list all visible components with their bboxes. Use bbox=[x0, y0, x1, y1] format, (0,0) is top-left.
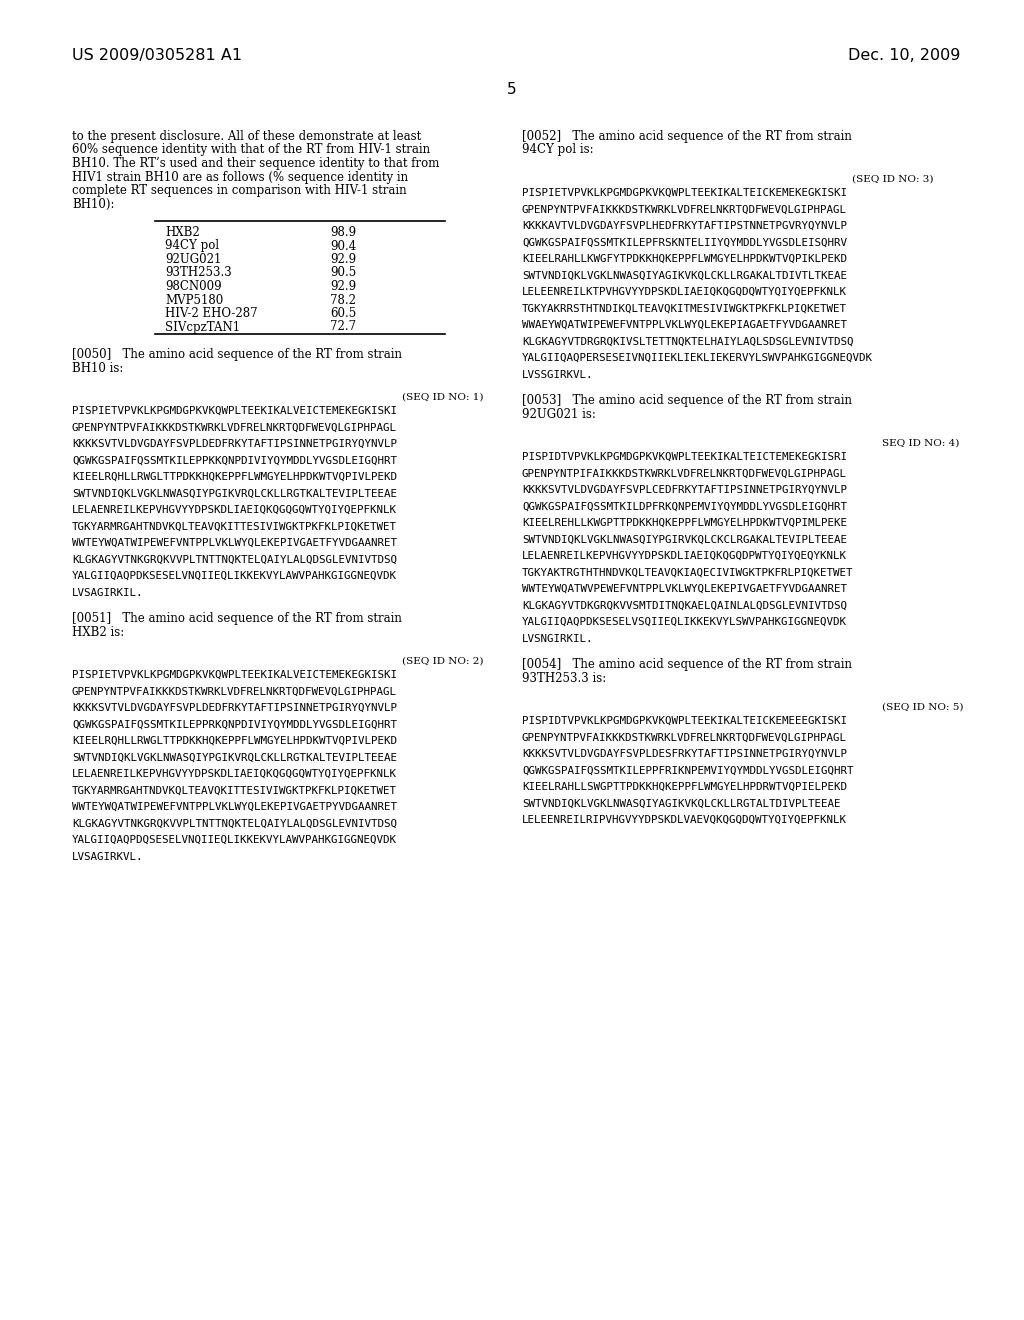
Text: KIEELRAHLLKWGFYTPDKKHQKEPPFLWMGYELHPDKWTVQPIKLPEKD: KIEELRAHLLKWGFYTPDKKHQKEPPFLWMGYELHPDKWT… bbox=[522, 253, 847, 264]
Text: [0053]   The amino acid sequence of the RT from strain: [0053] The amino acid sequence of the RT… bbox=[522, 393, 852, 407]
Text: HIV1 strain BH10 are as follows (% sequence identity in: HIV1 strain BH10 are as follows (% seque… bbox=[72, 170, 409, 183]
Text: KLGKAGYVTDRGRQKIVSLTETTNQKTELHAIYLAQLSDSGLEVNIVTDSQ: KLGKAGYVTDRGRQKIVSLTETTNQKTELHAIYLAQLSDS… bbox=[522, 337, 853, 346]
Text: KKKKAVTVLDVGDAYFSVPLHEDFRKYTAFTIPSTNNETPGVRYQYNVLP: KKKKAVTVLDVGDAYFSVPLHEDFRKYTAFTIPSTNNETP… bbox=[522, 220, 847, 231]
Text: [0054]   The amino acid sequence of the RT from strain: [0054] The amino acid sequence of the RT… bbox=[522, 657, 852, 671]
Text: 93TH253.3 is:: 93TH253.3 is: bbox=[522, 672, 606, 685]
Text: KIEELRQHLLRWGLTTPDKKHQKEPPFLWMGYELHPDKWTVQPIVLPEKD: KIEELRQHLLRWGLTTPDKKHQKEPPFLWMGYELHPDKWT… bbox=[72, 473, 397, 482]
Text: 90.4: 90.4 bbox=[330, 239, 356, 252]
Text: GPENPYNTPVFAIKKKDSTKWRKLVDFRELNKRTQDFWEVQLGIPHPAGL: GPENPYNTPVFAIKKKDSTKWRKLVDFRELNKRTQDFWEV… bbox=[522, 733, 847, 742]
Text: QGWKGSPAIFQSSMTKILEPPRKQNPDIVIYQYMDDLYVGSDLEIGQHRT: QGWKGSPAIFQSSMTKILEPPRKQNPDIVIYQYMDDLYVG… bbox=[72, 719, 397, 730]
Text: 92.9: 92.9 bbox=[330, 280, 356, 293]
Text: SWTVNDIQKLVGKLNWASQIYAGIKVKQLCKLLRGAKALTDIVTLTKEAE: SWTVNDIQKLVGKLNWASQIYAGIKVKQLCKLLRGAKALT… bbox=[522, 271, 847, 281]
Text: KLGKAGYVTDKGRQKVVSMTDITNQKAELQAINLALQDSGLEVNIVTDSQ: KLGKAGYVTDKGRQKVVSMTDITNQKAELQAINLALQDSG… bbox=[522, 601, 847, 610]
Text: LELAENREILKEPVHGVYYDPSKDLIAEIQKQGQGQWTYQIYQEPFKNLK: LELAENREILKEPVHGVYYDPSKDLIAEIQKQGQGQWTYQ… bbox=[72, 770, 397, 779]
Text: QGWKGSPAIFQSSMTKILEPPKKQNPDIVIYQYMDDLYVGSDLEIGQHRT: QGWKGSPAIFQSSMTKILEPPKKQNPDIVIYQYMDDLYVG… bbox=[72, 455, 397, 466]
Text: KIEELRAHLLSWGPTTPDKKHQKEPPFLWMGYELHPDRWTVQPIELPEKD: KIEELRAHLLSWGPTTPDKKHQKEPPFLWMGYELHPDRWT… bbox=[522, 781, 847, 792]
Text: (SEQ ID NO: 1): (SEQ ID NO: 1) bbox=[402, 393, 483, 403]
Text: 90.5: 90.5 bbox=[330, 267, 356, 280]
Text: QGWKGSPAIFQSSMTKILDPFRKQNPEMVIYQYMDDLYVGSDLEIGQHRT: QGWKGSPAIFQSSMTKILDPFRKQNPEMVIYQYMDDLYVG… bbox=[522, 502, 847, 511]
Text: 93TH253.3: 93TH253.3 bbox=[165, 267, 231, 280]
Text: PISPIDTVPVKLKPGMDGPKVKQWPLTEEKIKALTEICKEMEEEGKISKI: PISPIDTVPVKLKPGMDGPKVKQWPLTEEKIKALTEICKE… bbox=[522, 715, 847, 726]
Text: KIEELREHLLKWGPTTPDKKHQKEPPFLWMGYELHPDKWTVQPIMLPEKE: KIEELREHLLKWGPTTPDKKHQKEPPFLWMGYELHPDKWT… bbox=[522, 517, 847, 528]
Text: YALGIIQAQPDKSESELVNQIIEQLIKKEKVYLAWVPAHKGIGGNEQVDK: YALGIIQAQPDKSESELVNQIIEQLIKKEKVYLAWVPAHK… bbox=[72, 572, 397, 581]
Text: KKKKSVTVLDVGDAYFSVPLDESFRKYTAFTIPSINNETPGIRYQYNVLP: KKKKSVTVLDVGDAYFSVPLDESFRKYTAFTIPSINNETP… bbox=[522, 748, 847, 759]
Text: LELEENREILRIPVHGVYYDPSKDLVAEVQKQGQDQWTYQIYQEPFKNLK: LELEENREILRIPVHGVYYDPSKDLVAEVQKQGQDQWTYQ… bbox=[522, 814, 847, 825]
Text: SWTVNDIQKLVGKLNWASQIYPGIKVRQLCKLLRGTKALTEVIPLTEEAE: SWTVNDIQKLVGKLNWASQIYPGIKVRQLCKLLRGTKALT… bbox=[72, 488, 397, 499]
Text: PISPIETVPVKLKPGMDGPKVKQWPLTEEKIKALVEICTEMEKEGKISKI: PISPIETVPVKLKPGMDGPKVKQWPLTEEKIKALVEICTE… bbox=[72, 407, 397, 416]
Text: 92UG021 is:: 92UG021 is: bbox=[522, 408, 596, 421]
Text: GPENPYNTPIFAIKKKDSTKWRKLVDFRELNKRTQDFWEVQLGIPHPAGL: GPENPYNTPIFAIKKKDSTKWRKLVDFRELNKRTQDFWEV… bbox=[522, 469, 847, 479]
Text: (SEQ ID NO: 5): (SEQ ID NO: 5) bbox=[882, 704, 964, 711]
Text: WWTEYWQATWIPEWEFVNTPPLVKLWYQLEKEPIVGAETFYVDGAANRET: WWTEYWQATWIPEWEFVNTPPLVKLWYQLEKEPIVGAETF… bbox=[72, 539, 397, 548]
Text: LELEENREILKTPVHGVYYDPSKDLIAEIQKQGQDQWTYQIYQEPFKNLK: LELEENREILKTPVHGVYYDPSKDLIAEIQKQGQDQWTYQ… bbox=[522, 286, 847, 297]
Text: (SEQ ID NO: 3): (SEQ ID NO: 3) bbox=[852, 176, 934, 183]
Text: YALGIIQAQPDQSESELVNQIIEQLIKKEKVYLAWVPAHKGIGGNEQVDK: YALGIIQAQPDQSESELVNQIIEQLIKKEKVYLAWVPAHK… bbox=[72, 836, 397, 845]
Text: GPENPYNTPVFAIKKKDSTKWRKLVDFRELNKRTQDFWEVQLGIPHPAGL: GPENPYNTPVFAIKKKDSTKWRKLVDFRELNKRTQDFWEV… bbox=[522, 205, 847, 214]
Text: 92.9: 92.9 bbox=[330, 253, 356, 267]
Text: PISPIETVPVKLKPGMDGPKVKQWPLTEEKIKALVEICTEMEKEGKISKI: PISPIETVPVKLKPGMDGPKVKQWPLTEEKIKALVEICTE… bbox=[72, 671, 397, 680]
Text: SIVcpzTAN1: SIVcpzTAN1 bbox=[165, 321, 240, 334]
Text: KKKKSVTVLDVGDAYFSVPLDEDFRKYTAFTIPSINNETPGIRYQYNVLP: KKKKSVTVLDVGDAYFSVPLDEDFRKYTAFTIPSINNETP… bbox=[72, 440, 397, 449]
Text: PISPIETVPVKLKPGMDGPKVKQWPLTEEKIKALTEICKEMEKEGKISKI: PISPIETVPVKLKPGMDGPKVKQWPLTEEKIKALTEICKE… bbox=[522, 187, 847, 198]
Text: SWTVNDIQKLVGKLNWASQIYAGIKVKQLCKLLRGTALTDIVPLTEEAE: SWTVNDIQKLVGKLNWASQIYAGIKVKQLCKLLRGTALTD… bbox=[522, 799, 841, 808]
Text: WWAEYWQATWIPEWEFVNTPPLVKLWYQLEKEPIAGAETFYVDGAANRET: WWAEYWQATWIPEWEFVNTPPLVKLWYQLEKEPIAGAETF… bbox=[522, 319, 847, 330]
Text: KLGKAGYVTNKGRQKVVPLTNTTNQKTELQAIYLALQDSGLEVNIVTDSQ: KLGKAGYVTNKGRQKVVPLTNTTNQKTELQAIYLALQDSG… bbox=[72, 554, 397, 565]
Text: MVP5180: MVP5180 bbox=[165, 293, 223, 306]
Text: [0050]   The amino acid sequence of the RT from strain: [0050] The amino acid sequence of the RT… bbox=[72, 348, 402, 360]
Text: GPENPYNTPVFAIKKKDSTKWRKLVDFRELNKRTQDFWEVQLGIPHPAGL: GPENPYNTPVFAIKKKDSTKWRKLVDFRELNKRTQDFWEV… bbox=[72, 686, 397, 697]
Text: YALGIIQAQPDKSESELVSQIIEQLIKKEKVYLSWVPAHKGIGGNEQVDK: YALGIIQAQPDKSESELVSQIIEQLIKKEKVYLSWVPAHK… bbox=[522, 616, 847, 627]
Text: KIEELRQHLLRWGLTTPDKKHQKEPPFLWMGYELHPDKWTVQPIVLPEKD: KIEELRQHLLRWGLTTPDKKHQKEPPFLWMGYELHPDKWT… bbox=[72, 737, 397, 746]
Text: SEQ ID NO: 4): SEQ ID NO: 4) bbox=[882, 440, 959, 447]
Text: WWTEYWQATWIPEWEFVNTPPLVKLWYQLEKEPIVGAETPYVDGAANRET: WWTEYWQATWIPEWEFVNTPPLVKLWYQLEKEPIVGAETP… bbox=[72, 803, 397, 812]
Text: 5: 5 bbox=[507, 82, 517, 96]
Text: QGWKGSPAIFQSSMTKILEPPFRIKNPEMVIYQYMDDLYVGSDLEIGQHRT: QGWKGSPAIFQSSMTKILEPPFRIKNPEMVIYQYMDDLYV… bbox=[522, 766, 853, 776]
Text: complete RT sequences in comparison with HIV-1 strain: complete RT sequences in comparison with… bbox=[72, 183, 407, 197]
Text: LVSAGIRKIL.: LVSAGIRKIL. bbox=[72, 587, 143, 598]
Text: KKKKSVTVLDVGDAYFSVPLCEDFRKYTAFTIPSINNETPGIRYQYNVLP: KKKKSVTVLDVGDAYFSVPLCEDFRKYTAFTIPSINNETP… bbox=[522, 484, 847, 495]
Text: to the present disclosure. All of these demonstrate at least: to the present disclosure. All of these … bbox=[72, 129, 421, 143]
Text: 98.9: 98.9 bbox=[330, 226, 356, 239]
Text: TGKYAKRRSTHTNDIKQLTEAVQKITMESIVIWGKTPKFKLPIQKETWET: TGKYAKRRSTHTNDIKQLTEAVQKITMESIVIWGKTPKFK… bbox=[522, 304, 847, 314]
Text: LVSSGIRKVL.: LVSSGIRKVL. bbox=[522, 370, 594, 380]
Text: BH10):: BH10): bbox=[72, 198, 115, 210]
Text: Dec. 10, 2009: Dec. 10, 2009 bbox=[848, 48, 961, 63]
Text: [0052]   The amino acid sequence of the RT from strain: [0052] The amino acid sequence of the RT… bbox=[522, 129, 852, 143]
Text: US 2009/0305281 A1: US 2009/0305281 A1 bbox=[72, 48, 242, 63]
Text: [0051]   The amino acid sequence of the RT from strain: [0051] The amino acid sequence of the RT… bbox=[72, 612, 401, 624]
Text: LVSNGIRKIL.: LVSNGIRKIL. bbox=[522, 634, 594, 644]
Text: LVSAGIRKVL.: LVSAGIRKVL. bbox=[72, 851, 143, 862]
Text: QGWKGSPAIFQSSMTKILEPFRSKNTELIIYQYMDDLYVGSDLEISQHRV: QGWKGSPAIFQSSMTKILEPFRSKNTELIIYQYMDDLYVG… bbox=[522, 238, 847, 248]
Text: LELAENREILKEPVHGVYYDPSKDLIAEIQKQGQGQWTYQIYQEPFKNLK: LELAENREILKEPVHGVYYDPSKDLIAEIQKQGQGQWTYQ… bbox=[72, 506, 397, 515]
Text: TGKYARMRGAHTNDVKQLTEAVQKITTESIVIWGKTPKFKLPIQKETWET: TGKYARMRGAHTNDVKQLTEAVQKITTESIVIWGKTPKFK… bbox=[72, 521, 397, 532]
Text: (SEQ ID NO: 2): (SEQ ID NO: 2) bbox=[402, 657, 483, 667]
Text: LELAENREILKEPVHGVYYDPSKDLIAEIQKQGQDPWTYQIYQEQYKNLK: LELAENREILKEPVHGVYYDPSKDLIAEIQKQGQDPWTYQ… bbox=[522, 550, 847, 561]
Text: 92UG021: 92UG021 bbox=[165, 253, 221, 267]
Text: 78.2: 78.2 bbox=[330, 293, 356, 306]
Text: HIV-2 EHO-287: HIV-2 EHO-287 bbox=[165, 308, 258, 319]
Text: SWTVNDIQKLVGKLNWASQIYPGIRVKQLCKCLRGAKALTEVIPLTEEAE: SWTVNDIQKLVGKLNWASQIYPGIRVKQLCKCLRGAKALT… bbox=[522, 535, 847, 544]
Text: 94CY pol is:: 94CY pol is: bbox=[522, 144, 594, 157]
Text: 72.7: 72.7 bbox=[330, 321, 356, 334]
Text: 60% sequence identity with that of the RT from HIV-1 strain: 60% sequence identity with that of the R… bbox=[72, 144, 430, 157]
Text: BH10 is:: BH10 is: bbox=[72, 362, 123, 375]
Text: HXB2: HXB2 bbox=[165, 226, 200, 239]
Text: YALGIIQAQPERSESEIVNQIIEKLIEKLIEKERVYLSWVPAHKGIGGNEQVDK: YALGIIQAQPERSESEIVNQIIEKLIEKLIEKERVYLSWV… bbox=[522, 352, 873, 363]
Text: GPENPYNTPVFAIKKKDSTKWRKLVDFRELNKRTQDFWEVQLGIPHPAGL: GPENPYNTPVFAIKKKDSTKWRKLVDFRELNKRTQDFWEV… bbox=[72, 422, 397, 433]
Text: KKKKSVTVLDVGDAYFSVPLDEDFRKYTAFTIPSINNETPGIRYQYNVLP: KKKKSVTVLDVGDAYFSVPLDEDFRKYTAFTIPSINNETP… bbox=[72, 704, 397, 713]
Text: 98CN009: 98CN009 bbox=[165, 280, 221, 293]
Text: PISPIDTVPVKLKPGMDGPKVKQWPLTEEKIKALTEICTEMEKEGKISRI: PISPIDTVPVKLKPGMDGPKVKQWPLTEEKIKALTEICTE… bbox=[522, 451, 847, 462]
Text: SWTVNDIQKLVGKLNWASQIYPGIKVRQLCKLLRGTKALTEVIPLTEEAE: SWTVNDIQKLVGKLNWASQIYPGIKVRQLCKLLRGTKALT… bbox=[72, 752, 397, 763]
Text: 60.5: 60.5 bbox=[330, 308, 356, 319]
Text: TGKYARMRGAHTNDVKQLTEAVQKITTESIVIWGKTPKFKLPIQKETWET: TGKYARMRGAHTNDVKQLTEAVQKITTESIVIWGKTPKFK… bbox=[72, 785, 397, 796]
Text: BH10. The RT’s used and their sequence identity to that from: BH10. The RT’s used and their sequence i… bbox=[72, 157, 439, 170]
Text: KLGKAGYVTNKGRQKVVPLTNTTNQKTELQAIYLALQDSGLEVNIVTDSQ: KLGKAGYVTNKGRQKVVPLTNTTNQKTELQAIYLALQDSG… bbox=[72, 818, 397, 829]
Text: 94CY pol: 94CY pol bbox=[165, 239, 219, 252]
Text: WWTEYWQATWVPEWEFVNTPPLVKLWYQLEKEPIVGAETFYVDGAANRET: WWTEYWQATWVPEWEFVNTPPLVKLWYQLEKEPIVGAETF… bbox=[522, 583, 847, 594]
Text: HXB2 is:: HXB2 is: bbox=[72, 626, 124, 639]
Text: TGKYAKTRGTHTHNDVKQLTEAVQKIAQECIVIWGKTPKFRLPIQKETWET: TGKYAKTRGTHTHNDVKQLTEAVQKIAQECIVIWGKTPKF… bbox=[522, 568, 853, 578]
